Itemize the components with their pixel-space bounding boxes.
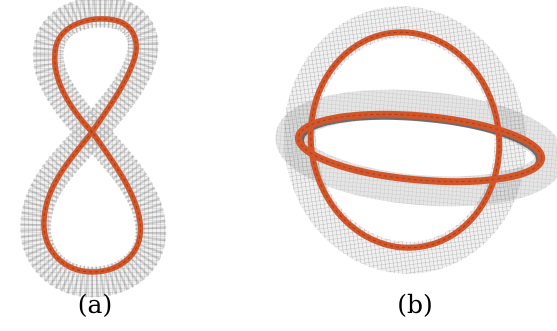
panel-b-voxel-shell	[275, 6, 557, 274]
panel-a-path-curve	[41, 16, 144, 275]
caption-panel-b: (b)	[397, 290, 433, 319]
panel-b-linked-rings	[275, 6, 557, 274]
panel-a-figure-eight	[20, 0, 167, 298]
caption-panel-a: (a)	[77, 290, 113, 319]
